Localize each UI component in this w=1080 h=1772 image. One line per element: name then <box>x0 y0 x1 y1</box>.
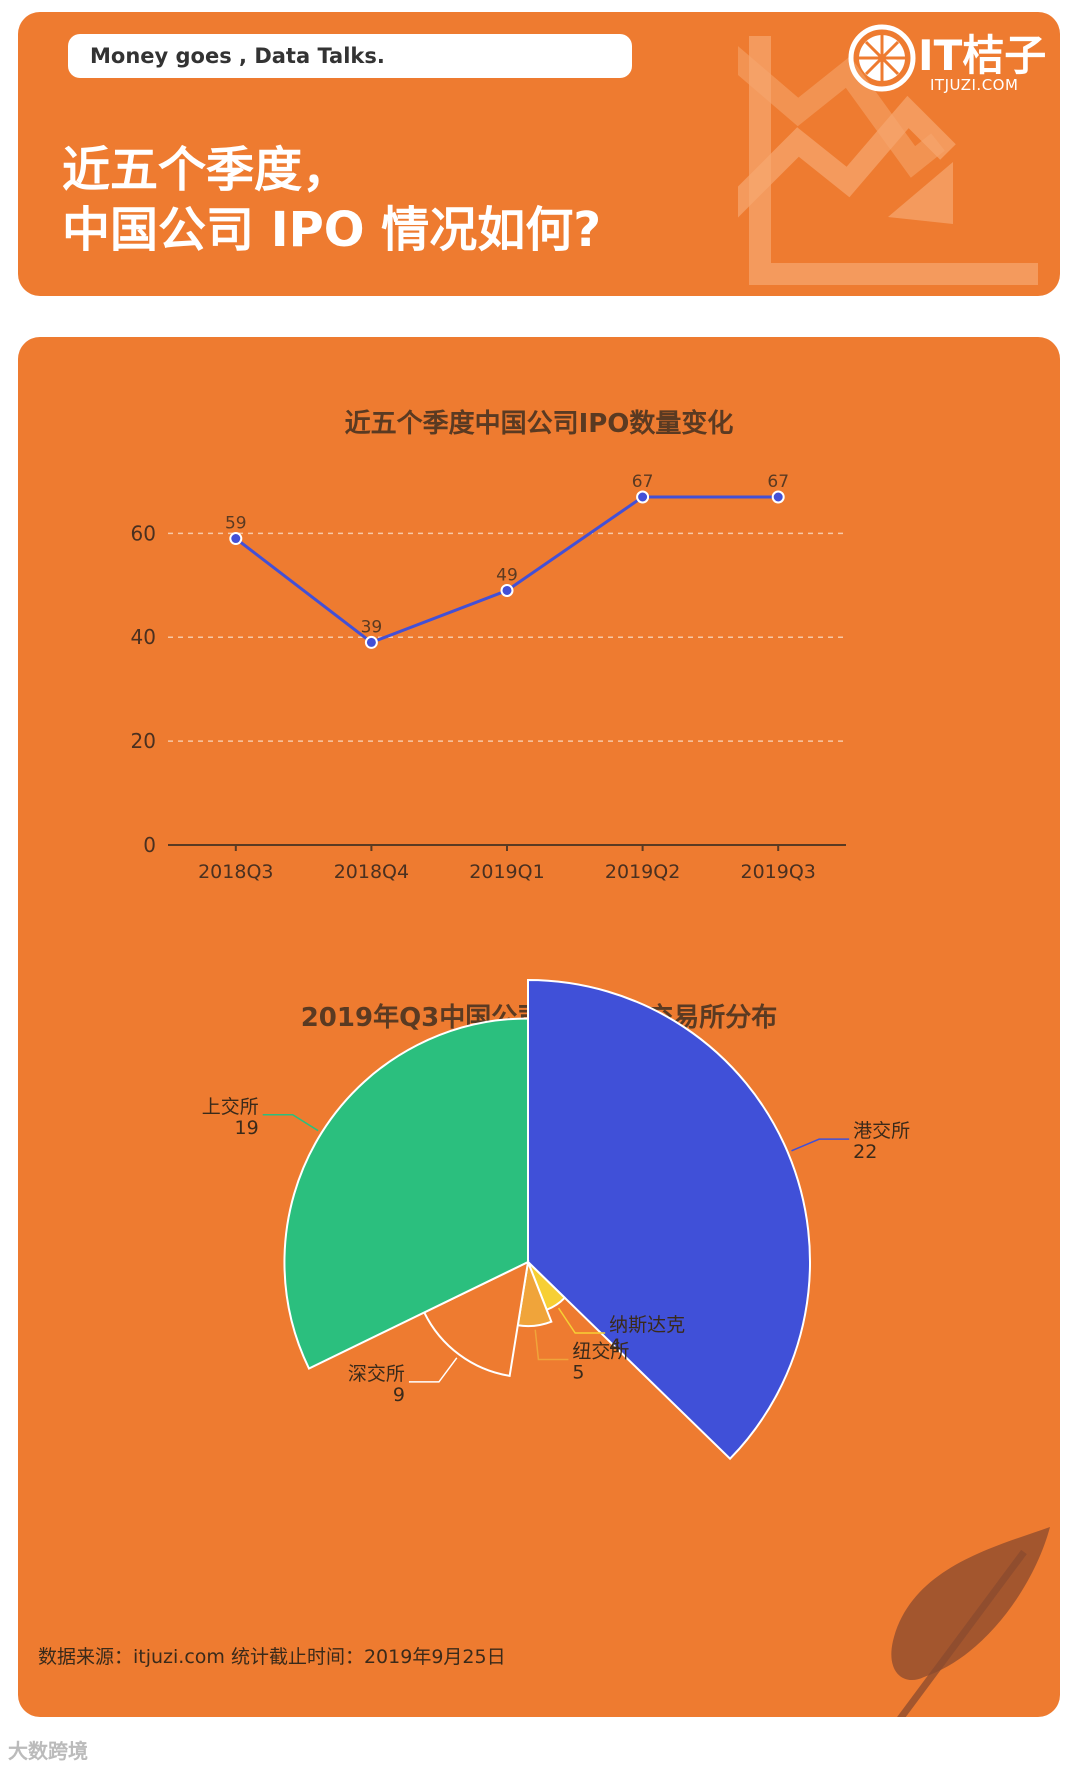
x-tick-label: 2018Q4 <box>334 861 409 883</box>
slice-label: 纽交所 <box>572 1341 629 1363</box>
slice-label: 纳斯达克 <box>609 1314 685 1336</box>
data-label: 39 <box>361 617 383 637</box>
leader-line <box>408 1357 458 1383</box>
slice-label: 港交所 <box>853 1120 910 1142</box>
page-title-line-2: 中国公司 IPO 情况如何? <box>62 202 602 258</box>
leader-line <box>262 1114 319 1132</box>
slice-label: 深交所 <box>348 1363 405 1385</box>
data-point <box>364 635 378 649</box>
data-source-note: 数据来源：itjuzi.com 统计截止时间：2019年9月25日 <box>38 1646 506 1668</box>
x-tick-label: 2019Q2 <box>605 861 680 883</box>
slice-value: 22 <box>853 1141 877 1163</box>
header-card: Money goes , Data Talks. 近五个季度， 中国公司 IPO… <box>18 12 1060 296</box>
orange-slice-icon <box>848 24 916 92</box>
chart-card: 近五个季度中国公司IPO数量变化 2019年Q3中国公司上市所在交易所分布 02… <box>18 337 1060 1717</box>
data-label: 49 <box>496 565 518 585</box>
slice-value: 19 <box>235 1117 259 1139</box>
y-tick-label: 0 <box>143 833 156 857</box>
rose-slice <box>422 1260 530 1378</box>
y-tick-label: 60 <box>131 521 156 545</box>
data-label: 59 <box>225 514 247 534</box>
data-label: 67 <box>767 472 789 492</box>
y-tick-label: 40 <box>131 625 156 649</box>
x-tick-label: 2019Q3 <box>740 861 815 883</box>
data-point <box>500 583 514 597</box>
rose-slice <box>283 1017 529 1370</box>
data-point <box>636 490 650 504</box>
brand-url: ITJUZI.COM <box>930 76 1019 94</box>
brand-logo: IT桔子 ITJUZI.COM <box>834 20 1060 100</box>
watermark: 大数跨境 <box>8 1739 88 1763</box>
slice-value: 5 <box>572 1362 584 1384</box>
data-point <box>229 532 243 546</box>
y-tick-label: 20 <box>131 729 156 753</box>
slice-label: 上交所 <box>202 1096 259 1118</box>
slice-value: 4 <box>609 1335 621 1357</box>
rose-slice <box>527 978 811 1461</box>
page-title-line-1: 近五个季度， <box>62 142 351 198</box>
brand-name: IT桔子 <box>918 31 1047 80</box>
slice-value: 9 <box>393 1384 405 1406</box>
x-tick-label: 2018Q3 <box>198 861 273 883</box>
data-point <box>771 490 785 504</box>
line-chart: 0 20 40 60 2018Q3 2018Q4 2019Q1 2019Q2 2019Q3 59 3… <box>131 472 846 883</box>
page-title: 近五个季度， 中国公司 IPO 情况如何? <box>62 140 601 260</box>
leader-line <box>557 1307 606 1334</box>
x-tick-label: 2019Q1 <box>469 861 544 883</box>
tagline: Money goes , Data Talks. <box>68 34 632 78</box>
trend-arrow-decoration-icon <box>738 36 1038 285</box>
feather-icon <box>891 1527 1050 1717</box>
data-label: 67 <box>632 472 654 492</box>
line-chart-title: 近五个季度中国公司IPO数量变化 <box>344 409 734 439</box>
leader-line <box>534 1329 569 1361</box>
leader-line <box>791 1138 850 1152</box>
